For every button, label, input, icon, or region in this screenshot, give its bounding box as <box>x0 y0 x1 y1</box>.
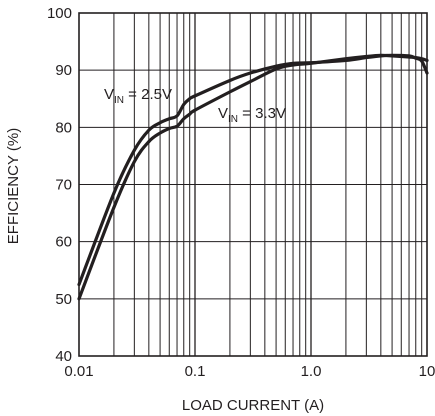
y-axis-title: EFFICIENCY (%) <box>5 128 22 244</box>
y-tick-label: 60 <box>55 234 72 251</box>
series-label-vin-2-5v: VIN = 2.5V <box>104 86 172 106</box>
series-layer <box>77 53 429 301</box>
x-tick-label: 0.1 <box>185 363 206 380</box>
y-tick-label: 90 <box>55 62 72 79</box>
y-tick-label: 70 <box>55 177 72 194</box>
series-label-value: = 3.3V <box>238 105 286 122</box>
series-label-symbol: V <box>218 105 228 122</box>
grid-layer <box>79 13 427 356</box>
tick-label-layer: 40 50 60 70 80 90 100 0.01 0.1 1.0 10 <box>47 5 435 380</box>
y-tick-label: 50 <box>55 291 72 308</box>
y-tick-label: 80 <box>55 119 72 136</box>
series-label-symbol: V <box>104 86 114 103</box>
x-tick-label: 10 <box>419 363 435 380</box>
series-label-vin-3-3v: VIN = 3.3V <box>218 105 286 125</box>
y-tick-label: 100 <box>47 5 72 22</box>
x-tick-label: 0.01 <box>64 363 93 380</box>
y-tick-label: 40 <box>55 348 72 365</box>
plot-frame <box>78 12 428 357</box>
series-label-subscript: IN <box>228 114 238 125</box>
series-label-subscript: IN <box>114 95 124 106</box>
x-axis-title: LOAD CURRENT (A) <box>182 397 324 414</box>
series-line-1 <box>77 53 429 301</box>
x-tick-label: 1.0 <box>301 363 322 380</box>
series-label-value: = 2.5V <box>124 86 172 103</box>
